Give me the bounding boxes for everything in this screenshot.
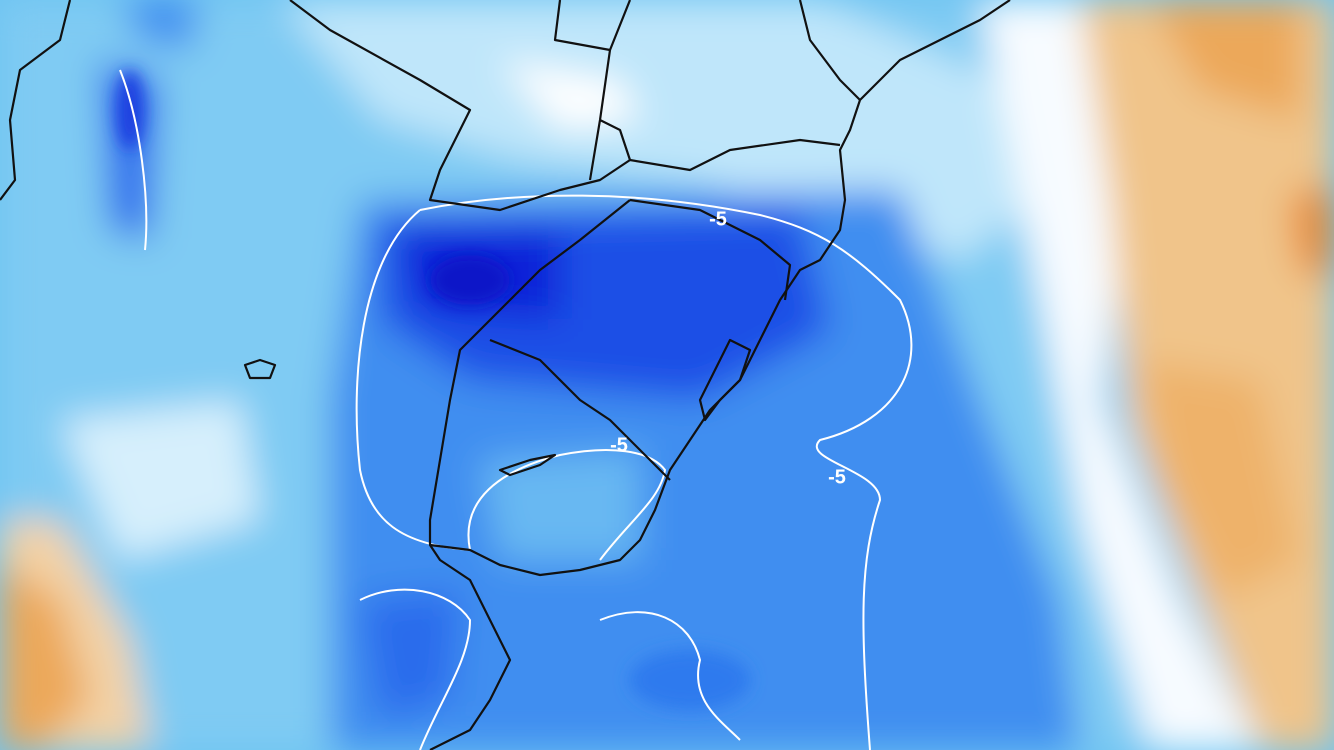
border <box>428 199 631 545</box>
coastline <box>859 0 1011 101</box>
border <box>0 0 72 201</box>
contour-line <box>359 588 472 750</box>
lake <box>243 358 277 380</box>
border <box>289 0 841 212</box>
border <box>798 0 861 101</box>
reservoir <box>498 453 557 477</box>
contour-labels: -5 -5 -5 <box>610 208 846 488</box>
contour-line <box>599 611 741 741</box>
contour-label: -5 <box>709 208 727 230</box>
contour-line <box>467 449 667 561</box>
contour-label: -5 <box>828 466 846 488</box>
contour-line <box>119 69 148 251</box>
contour-line <box>419 194 913 750</box>
border <box>553 0 611 52</box>
lagoon <box>698 338 752 422</box>
borders <box>0 0 1011 750</box>
border <box>489 338 671 481</box>
contour-label: -5 <box>610 434 628 456</box>
contour-lines <box>119 69 913 750</box>
border <box>629 198 792 301</box>
contour-line <box>355 209 471 551</box>
coastline <box>428 99 862 750</box>
